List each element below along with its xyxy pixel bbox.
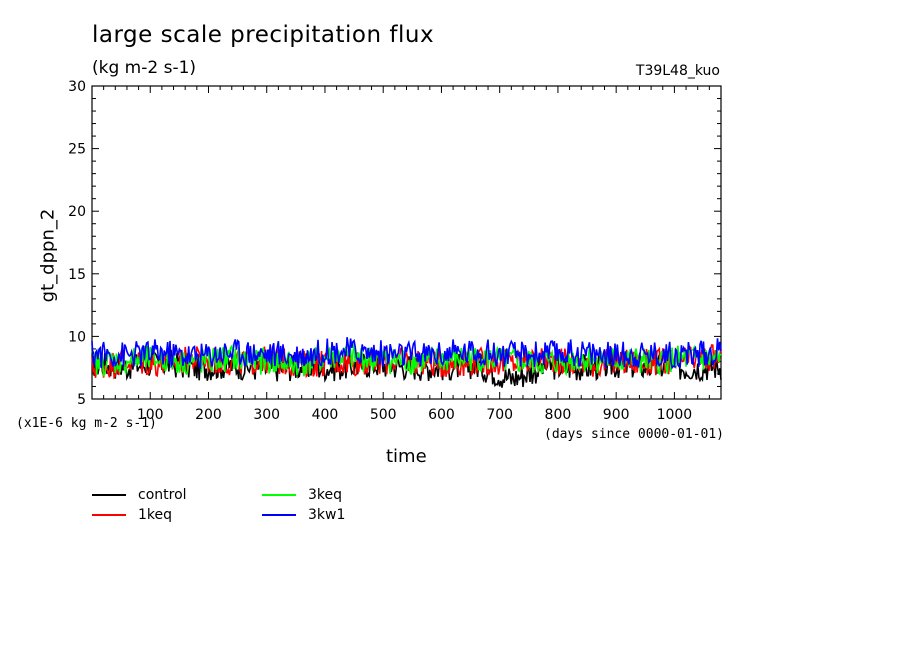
x-tick-label: 200 xyxy=(195,407,222,423)
x-tick-label: 1000 xyxy=(657,407,693,423)
y-tick-label: 30 xyxy=(68,79,86,95)
y-tick-label: 15 xyxy=(68,267,86,283)
legend-swatch xyxy=(262,514,296,516)
x-tick-label: 100 xyxy=(137,407,164,423)
y-tick-label: 5 xyxy=(77,392,86,408)
legend-item-3kw1: 3kw1 xyxy=(262,507,345,523)
legend-label: control xyxy=(138,487,187,503)
x-axis-label: time xyxy=(386,446,427,467)
x-tick-label: 800 xyxy=(545,407,572,423)
axis-ticks: 100 200 300 400 500 600 700 800 900 1000 5 10 15 20 25… xyxy=(68,79,722,423)
x-tick-label: 900 xyxy=(603,407,630,423)
y-tick-label: 20 xyxy=(68,204,86,220)
legend-swatch xyxy=(92,514,126,516)
legend-item-control: control xyxy=(92,487,187,503)
chart-title: large scale precipitation flux xyxy=(92,22,435,48)
legend-swatch xyxy=(262,494,296,496)
y-unit-note: (x1E-6 kg m-2 s-1) xyxy=(16,416,157,431)
legend-item-3keq: 3keq xyxy=(262,487,342,503)
y-tick-label: 25 xyxy=(68,142,86,158)
chart-subtitle: (kg m-2 s-1) xyxy=(92,58,197,78)
series-line-control xyxy=(91,349,722,388)
x-tick-label: 300 xyxy=(253,407,280,423)
legend-label: 3kw1 xyxy=(308,507,346,523)
legend-swatch xyxy=(92,494,126,496)
run-id-label: T39L48_kuo xyxy=(635,63,720,79)
y-tick-label: 10 xyxy=(68,329,86,345)
legend-item-1keq: 1keq xyxy=(92,507,172,523)
series-lines xyxy=(91,337,722,388)
x-tick-label: 500 xyxy=(370,407,397,423)
x-tick-label: 700 xyxy=(486,407,513,423)
series-line-1keq xyxy=(91,344,722,380)
series-line-3kw1 xyxy=(91,337,722,370)
legend-label: 3keq xyxy=(308,487,343,503)
x-tick-label: 400 xyxy=(312,407,339,423)
legend-label: 1keq xyxy=(138,507,173,523)
x-tick-label: 600 xyxy=(428,407,455,423)
x-unit-note: (days since 0000-01-01) xyxy=(544,427,725,442)
